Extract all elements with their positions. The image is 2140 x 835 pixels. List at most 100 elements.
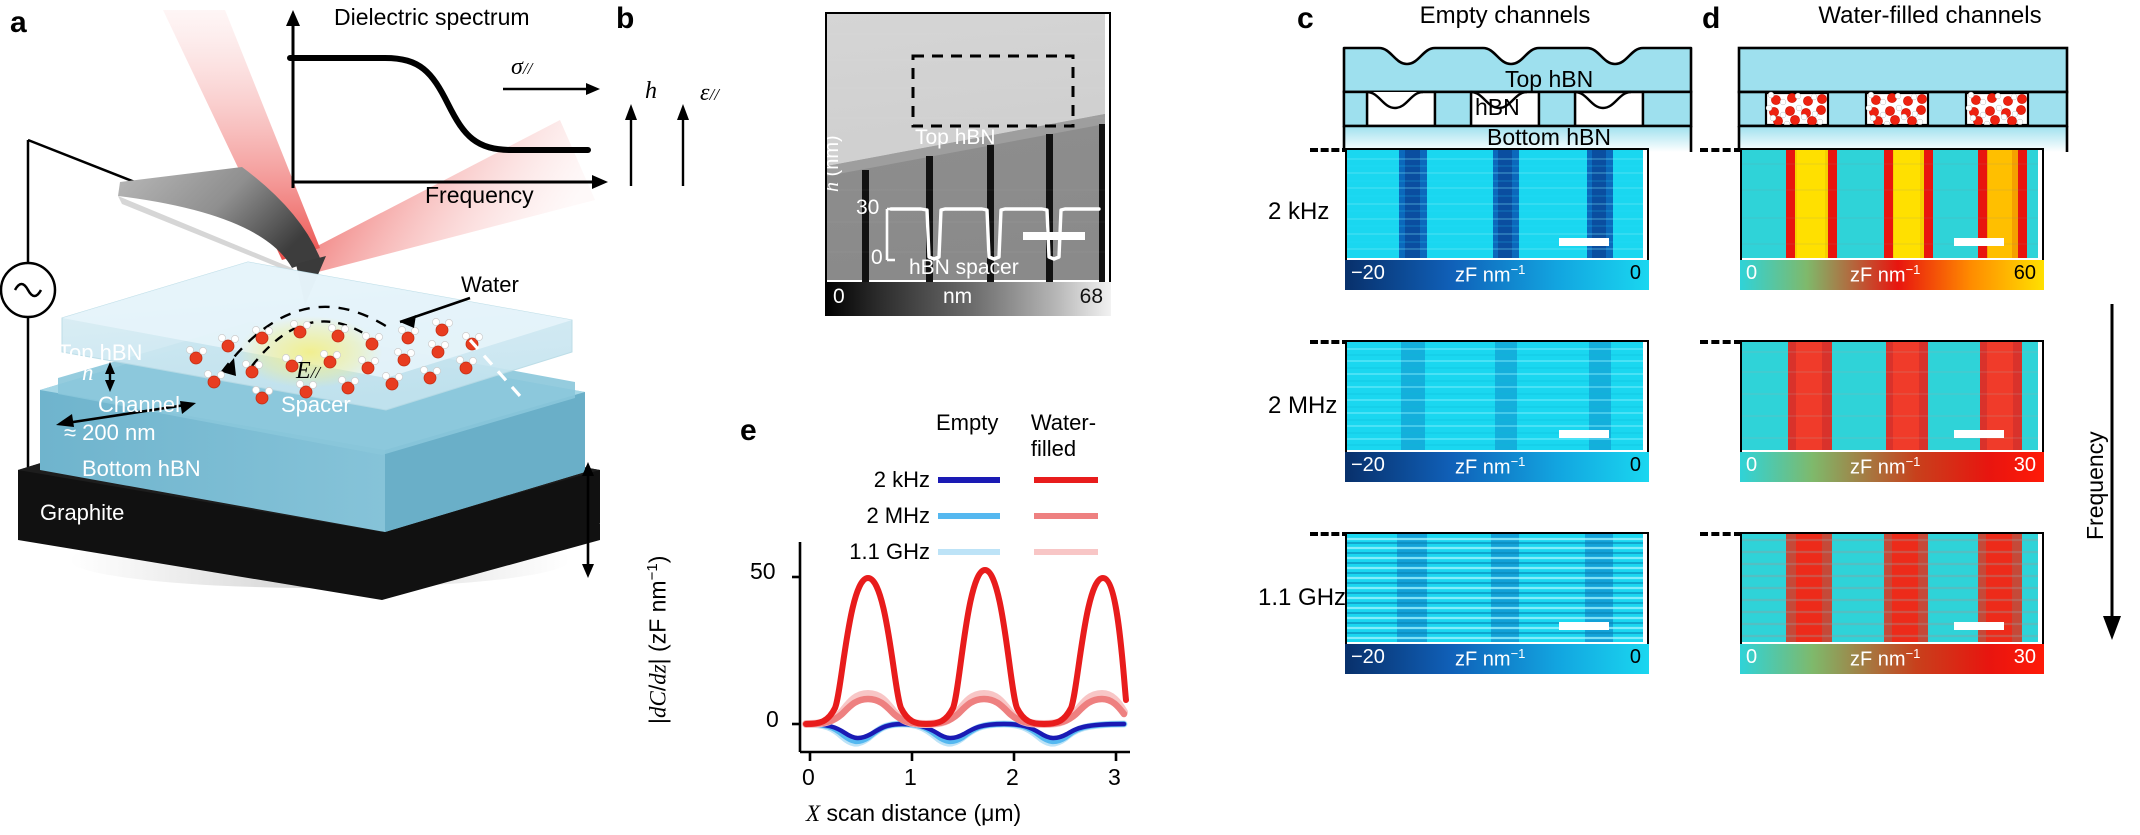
colorbar-b-min: 0 — [833, 285, 845, 308]
row-label-2khz: 2 kHz — [1268, 198, 1330, 225]
colorbar-d-11ghz: 0 zF nm−1 30 — [1740, 644, 2044, 674]
dielectric-inset-title: Dielectric spectrum — [334, 4, 530, 30]
panel-e-label: e — [740, 414, 757, 447]
frequency-arrow-label: Frequency — [2082, 431, 2108, 540]
image-d-2khz — [1740, 148, 2044, 264]
row-divider-1-right — [1700, 148, 1742, 152]
row-divider-3-left — [1310, 532, 1350, 536]
panel-e-legend: Empty Water-filled 2 kHz 2 MHz 1.1 GHz — [810, 410, 1140, 565]
colorbar-d-2khz-max: 60 — [2013, 262, 2036, 284]
scalebar-c-2mhz — [1559, 430, 1609, 438]
profile-unit: (nm) — [825, 135, 843, 177]
eps-sub: // — [709, 85, 719, 104]
h-symbol-inset: h — [645, 78, 657, 105]
legend-header-water: Water-filled — [1030, 410, 1097, 461]
image-d-2khz-svg — [1742, 150, 2038, 258]
image-c-2khz — [1345, 148, 1649, 264]
row-divider-2-left — [1310, 340, 1350, 344]
colorbar-d-2mhz: 0 zF nm−1 30 — [1740, 452, 2044, 482]
panel-e-xtick-3: 3 — [1108, 764, 1121, 790]
width-label: ≈ 200 nm — [64, 420, 156, 445]
panel-d: d Water-filled channels — [1700, 0, 2130, 152]
profile-axis-label-b: h (nm) — [825, 135, 844, 192]
scalebar-d-2khz — [1954, 238, 2004, 246]
sigma-symbol: σ// — [511, 54, 532, 81]
top-hbn-label-a: Top hBN — [58, 340, 143, 365]
row-label-11ghz: 1.1 GHz — [1258, 584, 1347, 611]
panel-e-xtick-0: 0 — [802, 764, 815, 790]
colorbar-c-2mhz-max: 0 — [1629, 454, 1641, 476]
colorbar-d-2mhz-unit: zF nm−1 — [1850, 454, 1921, 479]
efield-label: E// — [296, 358, 320, 385]
eps-glyph: ε — [700, 80, 710, 106]
legend-row: 1.1 GHz — [810, 539, 1140, 565]
colorbar-c-2khz-unit: zF nm−1 — [1455, 262, 1526, 287]
panel-a-schematic — [0, 10, 689, 600]
scalebar-d-2mhz — [1954, 430, 2004, 438]
panel-b: b — [610, 0, 910, 320]
colorbar-b-unit: nm — [943, 285, 973, 308]
h-label-a: h — [82, 360, 94, 385]
colorbar-d-11ghz-min: 0 — [1746, 646, 1758, 668]
legend-swatch-empty-2khz — [938, 477, 1000, 483]
panel-d-schematic — [1737, 46, 2069, 152]
colorbar-c-2mhz: −20 zF nm−1 0 — [1345, 452, 1649, 482]
colorbar-c-11ghz-max: 0 — [1629, 646, 1641, 668]
frequency-arrow — [2103, 304, 2121, 640]
H-label-a: H — [600, 504, 618, 530]
profile-tick-0: 0 — [871, 246, 883, 269]
bottom-hbn-label-c: Bottom hBN — [1487, 124, 1611, 150]
image-c-2mhz-svg — [1347, 342, 1643, 450]
mid-hbn-label-c: hBN — [1475, 94, 1520, 120]
sigma-sub: // — [522, 59, 533, 78]
legend-swatch-water-11ghz — [1034, 549, 1098, 555]
image-c-11ghz — [1345, 532, 1649, 648]
legend-label-11ghz: 1.1 GHz — [849, 539, 930, 564]
colorbar-b-gradient — [825, 282, 1111, 316]
panel-e-xtick-1: 1 — [904, 764, 917, 790]
panel-e-xlabel: X scan distance (μm) — [806, 800, 1022, 826]
panel-d-label: d — [1702, 2, 1721, 35]
graphite-label: Graphite — [40, 500, 125, 525]
legend-swatch-water-2mhz — [1034, 513, 1098, 519]
top-hbn-label-b: Top hBN — [915, 126, 996, 149]
sigma-glyph: σ — [511, 54, 523, 80]
eps-symbol-inset: ε// — [700, 80, 719, 107]
efield-glyph: E — [296, 358, 311, 384]
legend-header-empty: Empty — [936, 410, 999, 435]
panel-b-label: b — [616, 2, 635, 35]
colorbar-c-2mhz-min: −20 — [1351, 454, 1385, 476]
colorbar-d-2mhz-max: 30 — [2013, 454, 2036, 476]
colorbar-d-11ghz-max: 30 — [2013, 646, 2036, 668]
row-divider-2-right — [1700, 340, 1742, 344]
colorbar-d-2khz-min: 0 — [1746, 262, 1758, 284]
panel-e-plot — [792, 542, 1130, 761]
legend-swatch-water-2khz — [1034, 477, 1098, 483]
legend-label-2khz: 2 kHz — [873, 467, 930, 492]
scalebar-b — [1023, 232, 1085, 240]
channel-label: Channel — [98, 392, 180, 417]
image-d-2mhz — [1740, 340, 2044, 456]
panel-c-title: Empty channels — [1419, 2, 1591, 29]
panel-e-xtick-2: 2 — [1006, 764, 1019, 790]
panel-c: c Empty channels — [1265, 0, 1695, 152]
xlabel-text: Frequency — [425, 182, 534, 208]
efield-sub: // — [310, 363, 321, 382]
image-d-11ghz — [1740, 532, 2044, 648]
colorbar-d-2khz: 0 zF nm−1 60 — [1740, 260, 2044, 290]
panel-e-ytick-0: 0 — [766, 706, 779, 732]
water-label: Water — [461, 272, 519, 297]
panel-e: e Empty Water-filled 2 kHz 2 MHz 1.1 GHz — [610, 400, 1210, 830]
panel-c-schematic — [1342, 46, 1693, 152]
panel-e-ytick-50: 50 — [750, 558, 776, 584]
colorbar-c-11ghz: −20 zF nm−1 0 — [1345, 644, 1649, 674]
panel-e-ylabel: |dC/dz| (zF nm−1) — [644, 555, 671, 724]
panel-a: a — [0, 0, 719, 620]
colorbar-c-11ghz-min: −20 — [1351, 646, 1385, 668]
colorbar-c-2khz: −20 zF nm−1 0 — [1345, 260, 1649, 290]
scalebar-c-11ghz — [1559, 622, 1609, 630]
image-c-2mhz — [1345, 340, 1649, 456]
hbn-spacer-label-b: hBN spacer — [909, 256, 1019, 279]
colorbar-d-2khz-unit: zF nm−1 — [1850, 262, 1921, 287]
colorbar-c-2khz-min: −20 — [1351, 262, 1385, 284]
